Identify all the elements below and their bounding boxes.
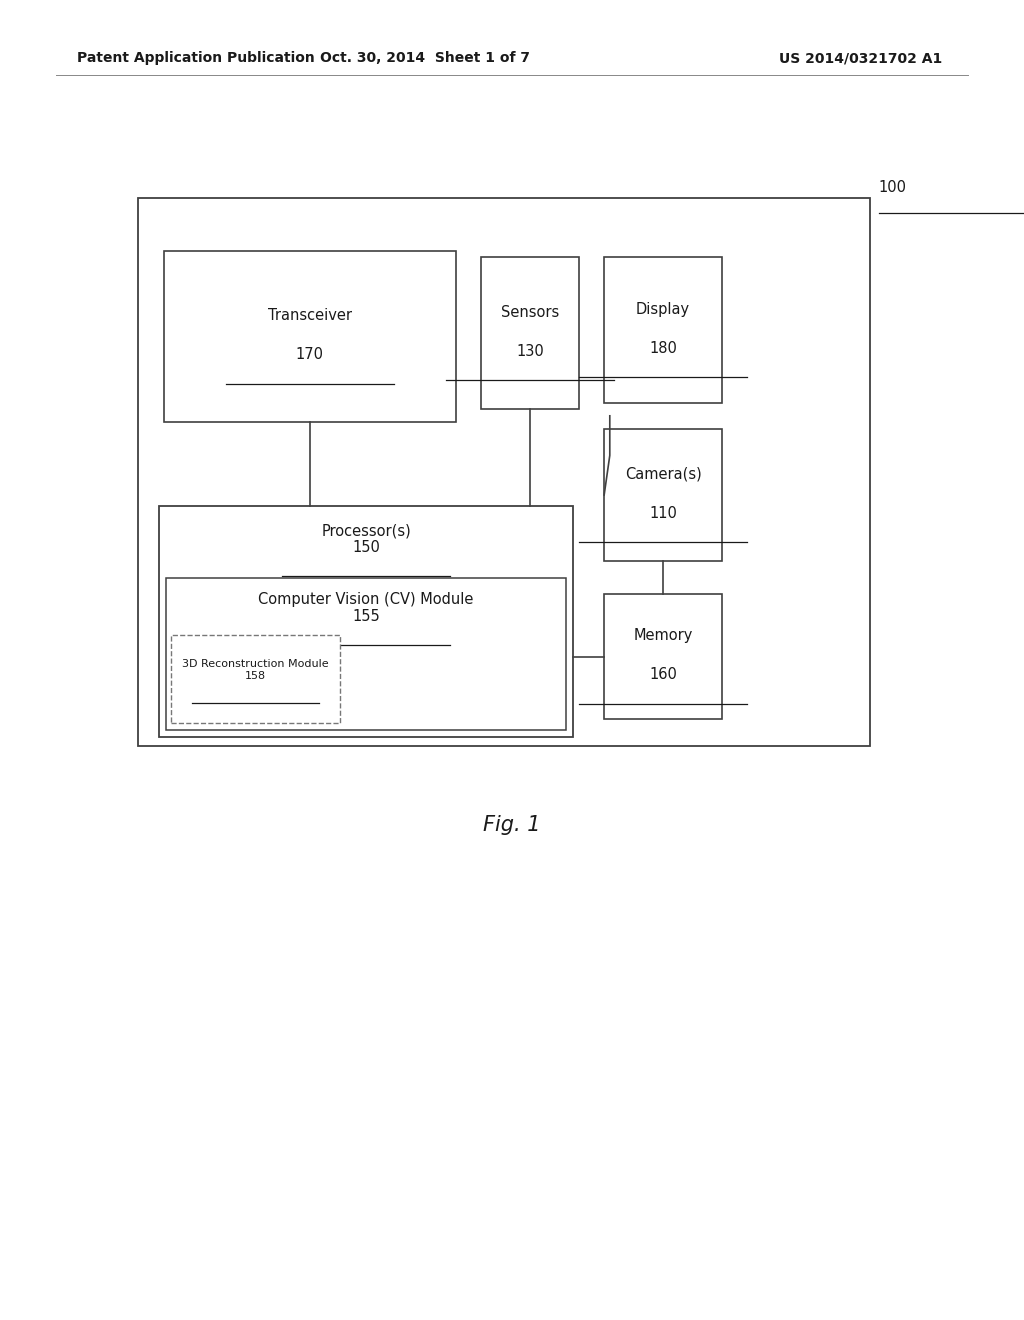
Bar	[138, 198, 870, 746]
Text: Patent Application Publication: Patent Application Publication	[77, 51, 314, 65]
Bar	[171, 635, 340, 723]
Text: US 2014/0321702 A1: US 2014/0321702 A1	[779, 51, 942, 65]
Bar	[164, 251, 456, 422]
Text: 170: 170	[296, 347, 324, 362]
Text: 110: 110	[649, 506, 677, 520]
Text: Fig. 1: Fig. 1	[483, 814, 541, 836]
Bar	[166, 578, 566, 730]
Text: Memory: Memory	[634, 628, 692, 643]
Bar	[604, 257, 722, 403]
Text: 158: 158	[245, 671, 266, 681]
Text: 3D Reconstruction Module: 3D Reconstruction Module	[182, 659, 329, 668]
Bar	[604, 429, 722, 561]
Text: 150: 150	[352, 540, 380, 554]
Text: Camera(s): Camera(s)	[625, 467, 701, 482]
Text: 155: 155	[352, 609, 380, 623]
Text: 100: 100	[879, 181, 906, 195]
Text: 160: 160	[649, 667, 677, 682]
Text: Oct. 30, 2014  Sheet 1 of 7: Oct. 30, 2014 Sheet 1 of 7	[319, 51, 530, 65]
Text: Display: Display	[636, 302, 690, 317]
Text: Sensors: Sensors	[501, 305, 559, 321]
Bar	[159, 506, 573, 737]
Bar	[604, 594, 722, 719]
Text: 180: 180	[649, 341, 677, 355]
Text: Computer Vision (CV) Module: Computer Vision (CV) Module	[258, 593, 474, 607]
Text: 130: 130	[516, 345, 544, 359]
Text: Processor(s): Processor(s)	[322, 524, 411, 539]
Text: Transceiver: Transceiver	[267, 309, 352, 323]
Bar	[481, 257, 579, 409]
